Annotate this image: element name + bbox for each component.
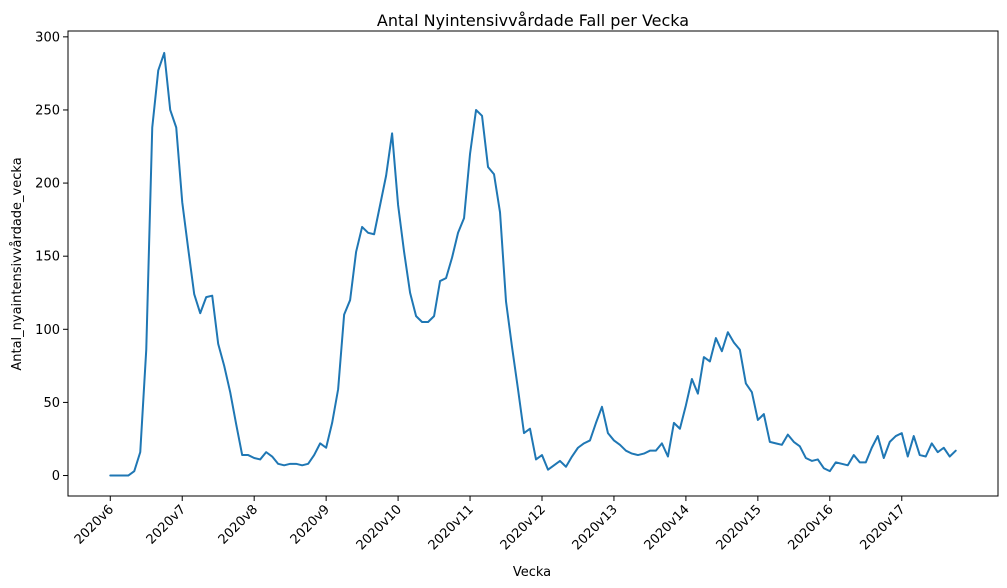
y-tick-label: 0 xyxy=(52,469,60,484)
chart-title: Antal Nyintensivvårdade Fall per Vecka xyxy=(377,11,689,30)
plot-area-frame xyxy=(67,30,999,497)
x-tick-label: 2020v14 xyxy=(642,502,693,553)
x-tick-label: 2020v6 xyxy=(72,502,117,547)
x-tick-label: 2020v17 xyxy=(857,502,908,553)
x-tick-label: 2020v11 xyxy=(426,502,477,553)
y-tick-label: 150 xyxy=(35,250,60,265)
y-tick-label: 300 xyxy=(35,30,60,45)
x-tick-label: 2020v10 xyxy=(354,502,405,553)
y-tick-label: 250 xyxy=(35,103,60,118)
x-tick-label: 2020v12 xyxy=(498,502,549,553)
y-tick-label: 200 xyxy=(35,177,60,192)
x-tick-label: 2020v15 xyxy=(714,502,765,553)
x-tick-label: 2020v13 xyxy=(570,502,621,553)
series-line xyxy=(109,51,957,477)
y-tick-label: 50 xyxy=(43,396,60,411)
x-axis: 2020v6 2020v7 2020v8 2020v9 2020v10 2020v11 20… xyxy=(72,496,909,553)
x-tick-label: 2020v9 xyxy=(288,502,333,547)
x-tick-label: 2020v8 xyxy=(216,502,261,547)
x-tick-label: 2020v7 xyxy=(144,502,189,547)
x-axis-title: Vecka xyxy=(513,565,551,580)
y-tick-label: 100 xyxy=(35,323,60,338)
y-axis-title: Antal_nyaintensivvårdade_vecka xyxy=(10,157,25,370)
x-tick-label: 2020v16 xyxy=(785,502,836,553)
y-axis: 0 50 100 150 200 250 300 xyxy=(35,30,68,484)
